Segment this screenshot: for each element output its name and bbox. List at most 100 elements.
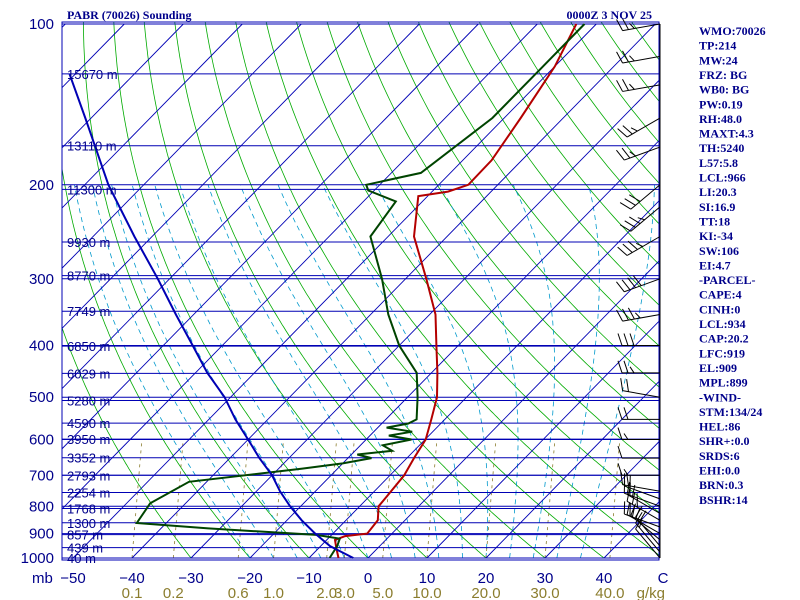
wind-barb	[618, 446, 660, 458]
index-line: L57:5.8	[699, 156, 738, 170]
pressure-tick-label: 900	[29, 526, 54, 543]
index-line: PW:0.19	[699, 97, 743, 111]
index-line: FRZ: BG	[699, 68, 747, 82]
height-level-label: 9930 m	[67, 235, 110, 250]
height-level-label: 2254 m	[67, 486, 110, 501]
plot-frame	[62, 22, 659, 560]
index-line: BSHR:14	[699, 493, 748, 507]
wind-barb	[618, 428, 660, 440]
wind-barb-feather	[630, 367, 634, 373]
index-line: KI:-34	[699, 229, 733, 243]
mixing-ratio-tick-label: 0.2	[163, 585, 184, 600]
temperature-tick-label: 0	[364, 570, 372, 587]
wind-barb-feather	[628, 308, 634, 319]
mixing-ratio-tick-label: 10.0	[412, 585, 441, 600]
index-line: -PARCEL-	[699, 273, 755, 287]
temperature-tick-label: −50	[60, 570, 85, 587]
index-line: SI:16.9	[699, 200, 735, 214]
index-line: CAPE:4	[699, 288, 742, 302]
isotherm-line	[427, 24, 800, 558]
skewt-chart: 100200300400500600700800900100015670 m13…	[0, 0, 800, 600]
height-level-label: 13110 m	[67, 139, 117, 154]
wind-barb-feather	[616, 150, 624, 160]
wind-barb-feather	[635, 313, 640, 318]
moist-adiabat	[112, 185, 298, 558]
wind-barb-feather	[618, 361, 622, 373]
mixing-ratio-tick-label: 20.0	[471, 585, 500, 600]
isotherm-line	[250, 24, 773, 558]
index-line: EI:4.7	[699, 258, 731, 272]
index-line: EHI:0.0	[699, 464, 740, 478]
wind-barb-feather	[617, 80, 623, 91]
moist-adiabat	[557, 185, 600, 558]
wind-barb-feather	[630, 152, 636, 156]
index-line: CINH:0	[699, 302, 740, 316]
sounding-traces	[70, 24, 585, 558]
index-line: RH:48.0	[699, 112, 742, 126]
wind-barb-feather	[618, 334, 622, 346]
index-line: BRN:0.3	[699, 478, 743, 492]
dry-adiabat	[264, 12, 663, 558]
height-level-label: 11300 m	[67, 182, 117, 197]
wind-barb-feather	[618, 463, 622, 475]
index-line: CAP:20.2	[699, 332, 749, 346]
isotherm-line	[191, 24, 714, 558]
pressure-tick-label: 100	[29, 16, 54, 33]
wind-barbs	[616, 18, 660, 558]
pressure-tick-label: 1000	[21, 550, 54, 567]
pressure-tick-label: 800	[29, 498, 54, 515]
index-line: LCL:934	[699, 317, 746, 331]
index-line: MW:24	[699, 53, 738, 67]
wind-barb	[618, 334, 660, 346]
wind-barb-feather	[622, 148, 630, 158]
height-level-label: 1768 m	[67, 502, 110, 517]
wind-barb	[618, 361, 660, 373]
isotherm-line	[0, 24, 360, 558]
wind-barb-feather	[622, 309, 628, 320]
index-line: TH:5240	[699, 141, 744, 155]
wind-barb-feather	[636, 243, 642, 246]
wind-barb-feather	[625, 221, 636, 228]
height-level-label: 3352 m	[67, 451, 110, 466]
height-level-label: 5280 m	[67, 393, 110, 408]
moist-adiabat	[323, 185, 463, 558]
wind-barb-feather	[618, 407, 622, 419]
x-unit-label: mb	[32, 570, 53, 587]
height-level-label: 6029 m	[67, 366, 110, 381]
wind-barb-feather	[627, 379, 629, 392]
index-line: LFC:919	[699, 346, 745, 360]
wind-barb	[618, 407, 660, 419]
wind-barb	[618, 118, 660, 137]
wind-barb-feather	[618, 129, 627, 137]
mixing-ratio-tick-label: 0.6	[228, 585, 249, 600]
mixing-ratio-tick-label: 30.0	[530, 585, 559, 600]
height-level-label: 40 m	[67, 551, 96, 566]
height-level-label: 7749 m	[67, 304, 110, 319]
index-line: HEL:86	[699, 420, 740, 434]
wind-barb-feather	[625, 199, 636, 206]
mixing-ratio-tick-label: 40.0	[595, 585, 624, 600]
wind-barb	[618, 236, 660, 255]
height-level-label: 6850 m	[67, 339, 110, 354]
dry-adiabat	[144, 12, 428, 558]
isotherms	[0, 24, 800, 558]
index-line: -WIND-	[699, 390, 741, 404]
wind-barb-feather	[623, 244, 632, 252]
index-line: SRDS:6	[699, 449, 740, 463]
index-line: WMO:70026	[699, 24, 766, 38]
isotherm-line	[545, 24, 800, 558]
index-line: STM:134/24	[699, 405, 762, 419]
wind-barb-feather	[630, 334, 634, 346]
height-level-label: 8770 m	[67, 269, 110, 284]
index-line: TT:18	[699, 214, 730, 228]
moist-adiabat	[440, 185, 518, 558]
wind-barb-feather	[617, 52, 623, 63]
index-line: MAXT:4.3	[699, 127, 754, 141]
height-level-label: 3950 m	[67, 432, 110, 447]
height-level-label: 4590 m	[67, 416, 110, 431]
wind-barb-feather	[624, 361, 628, 373]
dry-adiabat	[83, 12, 309, 558]
wind-barb-feather	[623, 126, 632, 134]
wind-barb-feather	[621, 378, 623, 391]
